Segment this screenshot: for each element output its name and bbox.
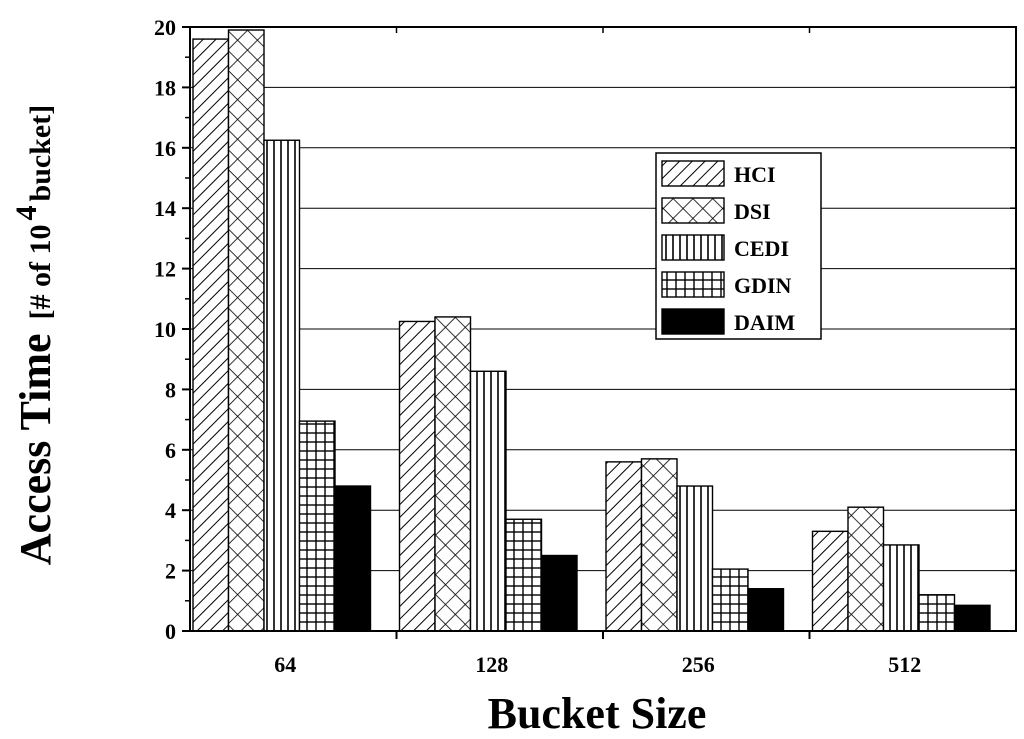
y-tick-label-0: 0 [165, 619, 176, 644]
bar-daim-512 [953, 604, 991, 632]
y-tick-label-4: 4 [165, 498, 176, 523]
bars [192, 29, 991, 632]
legend-swatch-dsi [661, 197, 725, 224]
bar-gdin-512 [918, 594, 956, 632]
y-axis-label-main: Access Time [11, 333, 60, 565]
bar-cedi-256 [676, 485, 714, 632]
bar-gdin-64 [298, 420, 336, 632]
bar-hci-512 [811, 530, 849, 632]
bar-hci-256 [605, 461, 643, 632]
y-axis-label-exponent: 4 [10, 205, 43, 220]
bar-daim-128 [540, 554, 578, 632]
ticks: 0 2 4 6 8 10 12 14 16 18 20 64 128 256 512 [154, 15, 1016, 677]
x-tick-label-64: 64 [274, 652, 296, 677]
x-tick-label-512: 512 [888, 652, 921, 677]
legend-swatch-cedi [661, 234, 725, 261]
bar-gdin-128 [505, 518, 543, 632]
y-tick-label-12: 12 [154, 257, 176, 282]
legend-swatch-hci [661, 160, 725, 187]
bar-gdin-256 [711, 568, 749, 632]
bar-cedi-512 [882, 544, 920, 632]
y-tick-label-2: 2 [165, 559, 176, 584]
x-tick-label-256: 256 [682, 652, 715, 677]
legend: HCI DSI CEDI GDIN DAIM [655, 152, 822, 340]
bar-cedi-128 [469, 370, 507, 632]
y-tick-label-18: 18 [154, 75, 176, 100]
legend-label-dsi: DSI [734, 199, 771, 224]
bar-dsi-128 [434, 316, 472, 632]
bar-dsi-256 [640, 458, 678, 632]
bar-daim-256 [747, 588, 785, 632]
y-tick-label-16: 16 [154, 136, 176, 161]
y-tick-label-6: 6 [165, 438, 176, 463]
legend-label-cedi: CEDI [734, 236, 789, 261]
legend-swatch-gdin [661, 271, 725, 298]
legend-label-daim: DAIM [734, 310, 795, 335]
legend-label-gdin: GDIN [734, 273, 792, 298]
x-tick-label-128: 128 [475, 652, 508, 677]
y-axis-label: Access Time [# of 10 4 bucket] [10, 105, 60, 565]
bar-hci-128 [398, 320, 436, 632]
legend-label-hci: HCI [734, 162, 776, 187]
y-tick-label-8: 8 [165, 377, 176, 402]
bar-daim-64 [334, 485, 372, 632]
y-tick-label-20: 20 [154, 15, 176, 40]
x-axis-label: Bucket Size [488, 689, 707, 738]
bar-dsi-512 [847, 506, 885, 632]
bar-dsi-64 [227, 29, 265, 632]
bar-cedi-64 [263, 139, 301, 632]
bar-hci-64 [192, 38, 230, 632]
legend-swatch-daim [661, 308, 725, 335]
y-tick-label-14: 14 [154, 196, 176, 221]
y-axis-label-unit-suffix: bucket] [24, 105, 57, 202]
y-tick-label-10: 10 [154, 317, 176, 342]
y-axis-label-unit: [# of 10 [24, 224, 57, 319]
